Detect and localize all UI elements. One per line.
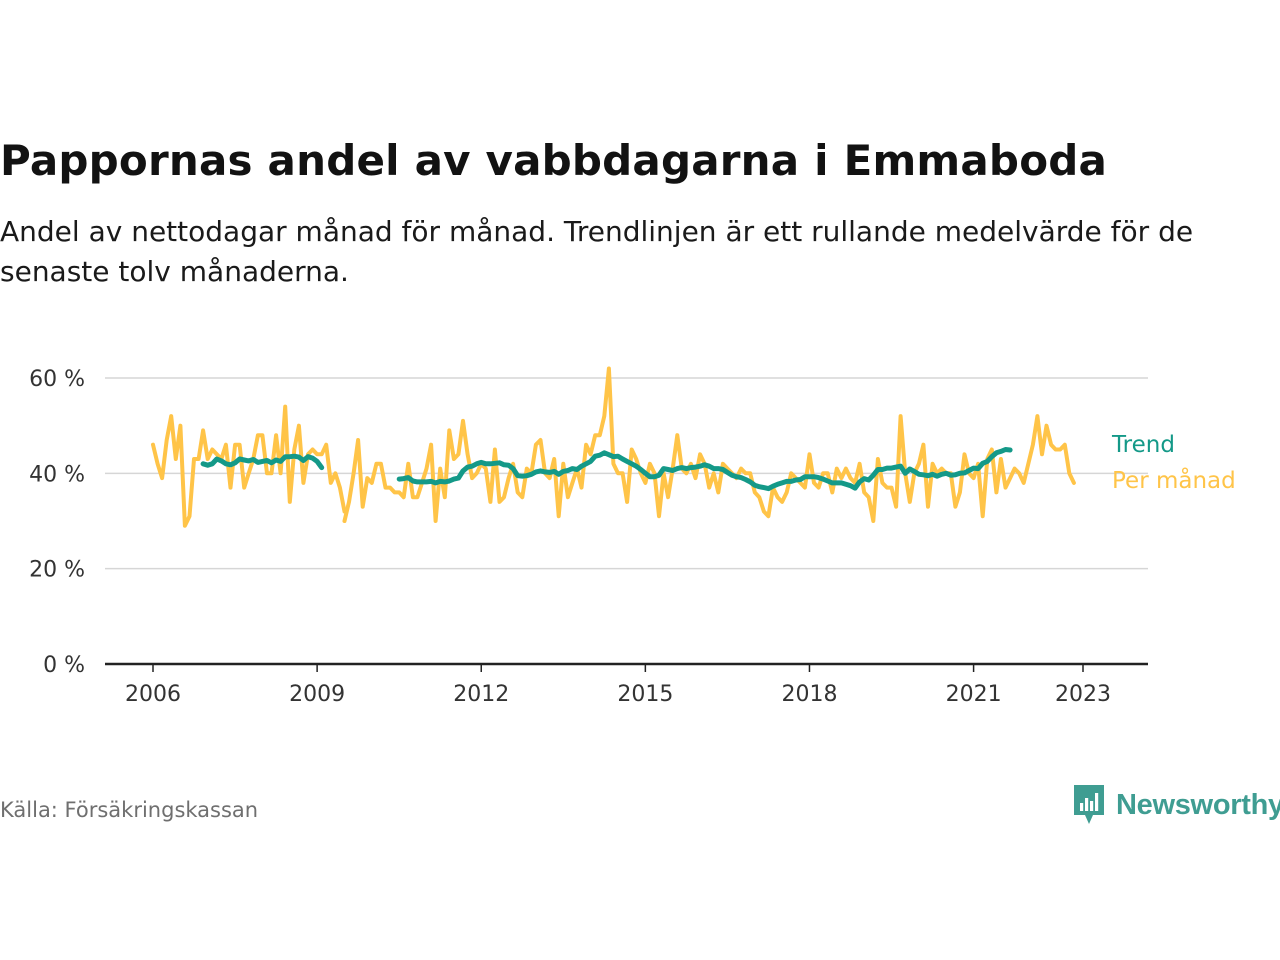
- x-axis-ticks: 2006 2009 2012 2015 2018 2021 2023: [125, 664, 1111, 707]
- brand-logo: Newsworthy: [1072, 784, 1280, 826]
- x-tick-label: 2009: [289, 682, 345, 707]
- source-note: Källa: Försäkringskassan: [0, 798, 259, 822]
- x-tick-label: 2015: [617, 682, 673, 707]
- chart-subtitle: Andel av nettodagar månad för månad. Tre…: [0, 215, 1194, 288]
- brand-name: Newsworthy: [1116, 788, 1280, 821]
- x-tick-label: 2012: [453, 682, 509, 707]
- line-chart: 0 % 20 % 40 % 60 % 2006 2009 2012 2015 2018 2021…: [29, 366, 1236, 707]
- monthly-line: [342, 366, 1076, 523]
- trend-line: [396, 447, 1013, 492]
- y-tick-label: 60 %: [29, 367, 85, 392]
- series-labels: Per månad Trend: [1111, 432, 1236, 494]
- monthly-line: [151, 404, 347, 528]
- y-axis-ticks: 0 % 20 % 40 % 60 %: [29, 367, 85, 678]
- trend-label: Trend: [1111, 432, 1175, 458]
- chart-title: Pappornas andel av vabbdagarna i Emmabod…: [0, 136, 1108, 185]
- y-tick-label: 0 %: [43, 653, 85, 678]
- x-tick-label: 2021: [946, 682, 1002, 707]
- monthly-label: Per månad: [1112, 466, 1236, 494]
- x-tick-label: 2023: [1055, 682, 1111, 707]
- trend-line: [200, 453, 325, 471]
- y-tick-label: 20 %: [29, 558, 85, 583]
- series-lines: [151, 366, 1076, 528]
- gridlines: [105, 377, 1148, 666]
- x-tick-label: 2018: [781, 682, 837, 707]
- y-tick-label: 40 %: [29, 462, 85, 487]
- x-tick-label: 2006: [125, 682, 181, 707]
- newsworthy-logo-icon: [1074, 785, 1104, 824]
